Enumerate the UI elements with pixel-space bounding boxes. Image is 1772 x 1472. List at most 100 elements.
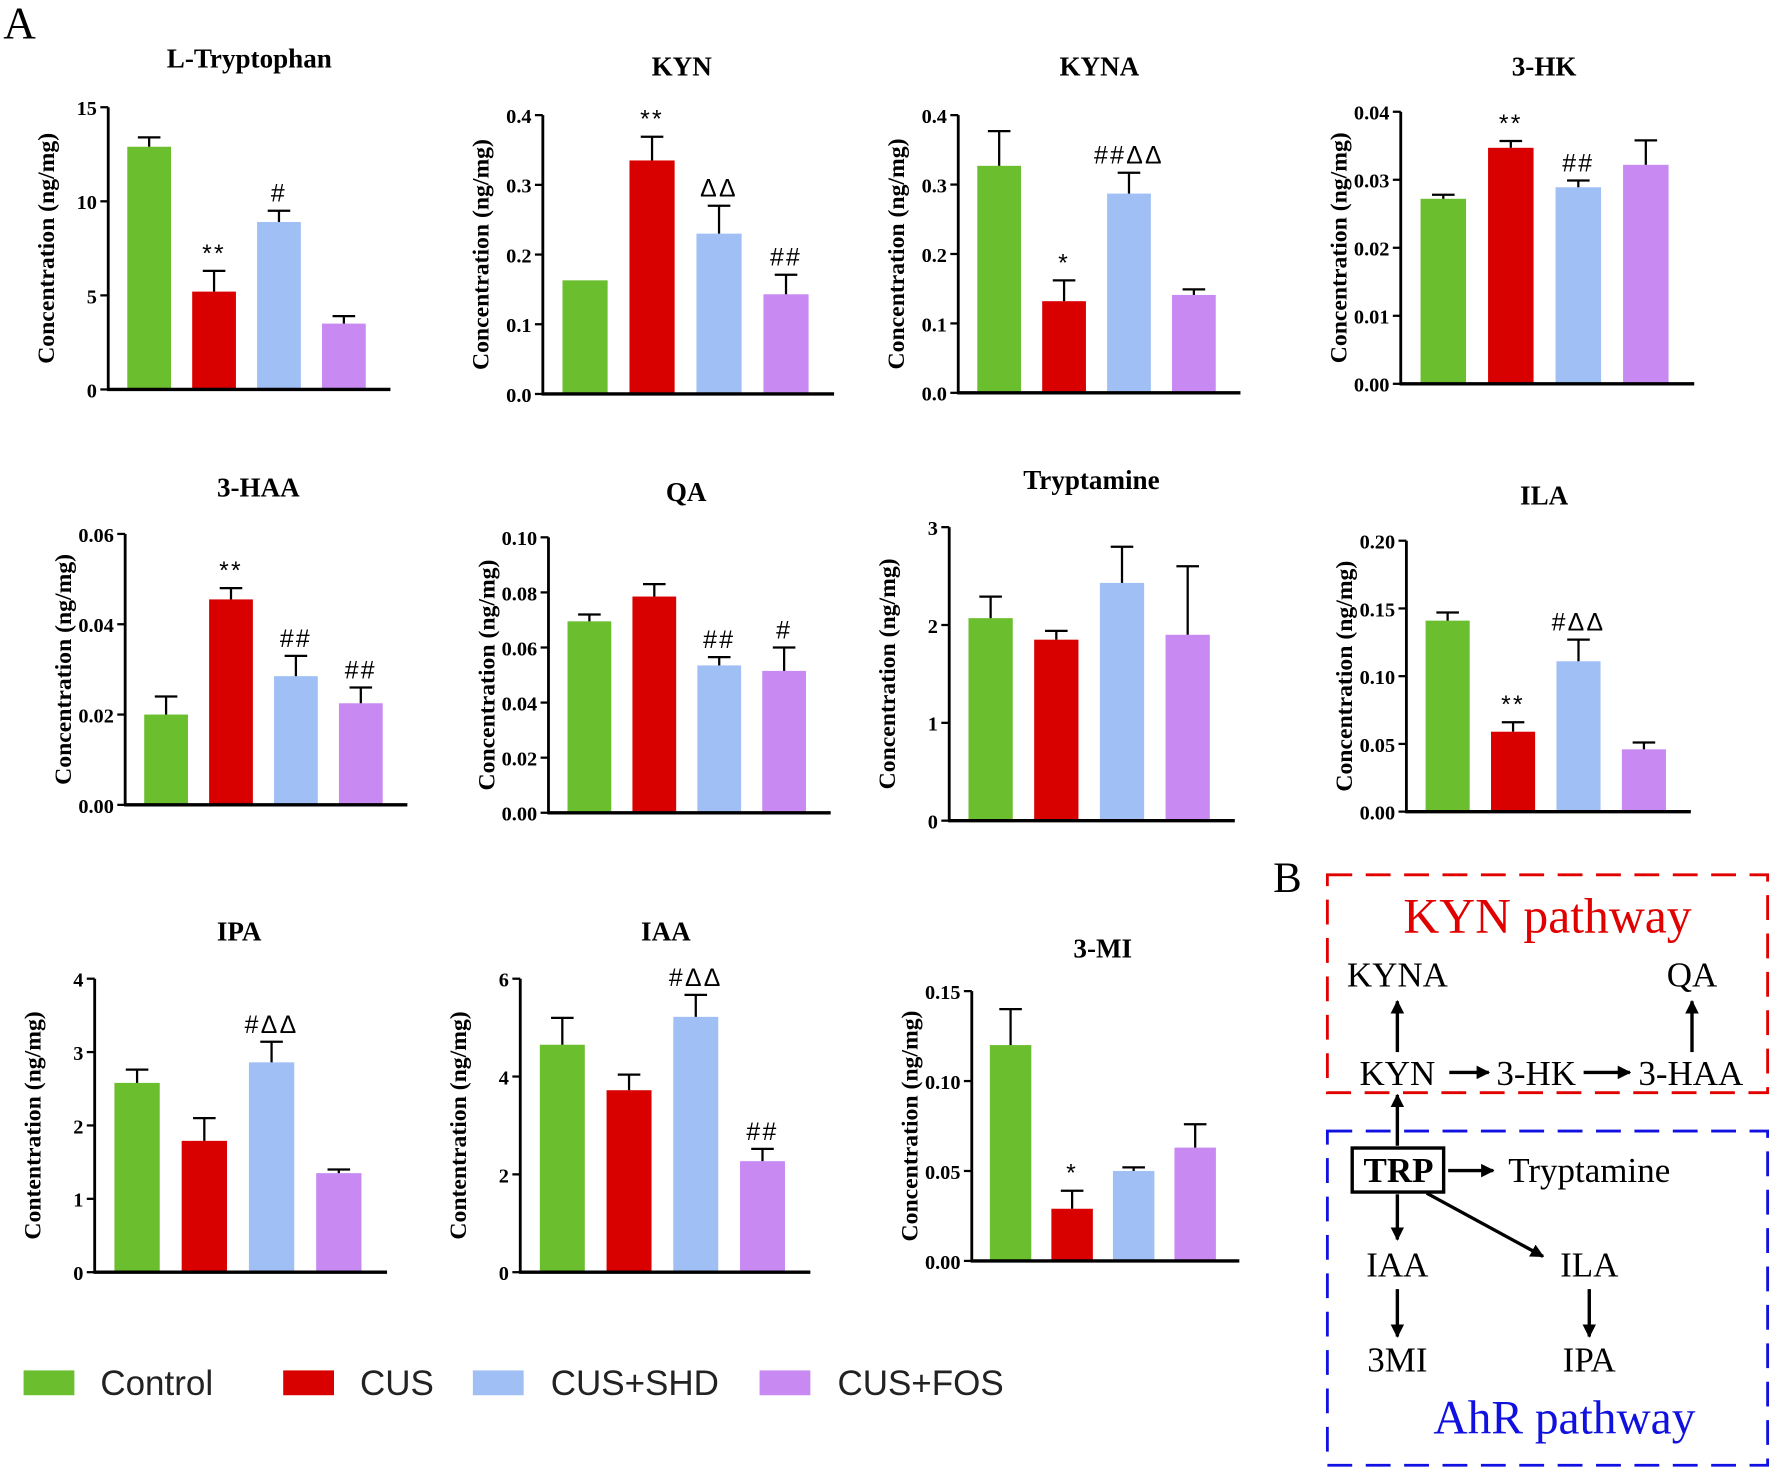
bar-cus-shd	[696, 233, 742, 394]
bar-cus-shd	[1556, 661, 1601, 812]
y-axis-label: Concentration (ng/mg)	[1332, 561, 1358, 792]
legend-swatch	[759, 1370, 811, 1396]
node-ipa: IPA	[1563, 1341, 1617, 1380]
y-tick-label: 3	[73, 1043, 83, 1065]
bar-cus-shd	[274, 676, 318, 805]
y-tick-label: 0.10	[925, 1072, 961, 1094]
chart-title: ILA	[1520, 481, 1569, 511]
y-tick-label: 0.2	[506, 245, 531, 267]
legend-swatch	[472, 1370, 524, 1396]
panel-label-b: B	[1273, 855, 1302, 902]
y-tick-label: 0.10	[502, 528, 538, 550]
y-axis-label: Contentration (ng/mg)	[446, 1011, 472, 1239]
bar-control	[968, 618, 1013, 821]
y-tick-label: 0.04	[1354, 103, 1390, 125]
legend-item: CUS	[283, 1364, 434, 1403]
y-tick-label: 2	[928, 616, 938, 638]
node-tryptamine: Tryptamine	[1508, 1151, 1670, 1190]
pathway-diagram: B KYN pathway AhR pathway KYNA QA KYN 3-HK 3-H…	[1273, 855, 1770, 1467]
kyn-pathway-title: KYN pathway	[1403, 888, 1691, 943]
significance-mark: ##	[280, 626, 312, 653]
bar-cus	[181, 1140, 227, 1273]
y-tick-label: 15	[77, 98, 97, 120]
bar-control	[567, 621, 612, 813]
y-axis-label: Concentration (ng/mg)	[474, 560, 500, 791]
chart-title: IPA	[217, 916, 262, 946]
legend: Control CUS CUS+SHD CUS+FOS	[23, 1364, 1004, 1403]
chart-3-haa: 3-HAA Concentration (ng/mg) ** ## ## 0.00 0.02…	[51, 473, 408, 818]
node-haa: 3-HAA	[1638, 1054, 1744, 1093]
node-kyn: KYN	[1359, 1054, 1435, 1093]
bar-cus-shd	[697, 665, 742, 813]
chart-title: 3-HK	[1512, 52, 1577, 82]
legend-label: Control	[100, 1364, 213, 1403]
significance-mark: ΔΔ	[700, 176, 738, 203]
kyn-pathway-box	[1325, 873, 1770, 1095]
y-tick-label: 6	[499, 970, 509, 992]
bar-cus-fos	[763, 294, 809, 394]
y-tick-label: 0.15	[1360, 599, 1396, 621]
y-tick-label: 0.15	[925, 982, 961, 1004]
y-tick-label: 0.04	[78, 615, 114, 637]
significance-mark: ##	[746, 1119, 778, 1146]
y-tick-label: 0.3	[922, 175, 947, 197]
node-iaa: IAA	[1366, 1246, 1429, 1285]
significance-mark: ##	[703, 627, 735, 654]
bar-cus-fos	[316, 1173, 362, 1273]
chart-iaa: IAA Contentration (ng/mg) #ΔΔ ## 0 2 4 6	[446, 916, 811, 1285]
bar-control	[127, 146, 172, 390]
y-tick-label: 2	[499, 1165, 509, 1187]
y-tick-label: 0.04	[502, 693, 538, 715]
bar-cus-shd	[257, 222, 301, 390]
bar-cus-fos	[1174, 1147, 1216, 1261]
chart-title: 3-HAA	[217, 473, 300, 503]
bar-control	[1425, 620, 1470, 812]
y-tick-label: 0.1	[922, 314, 947, 336]
node-kyna: KYNA	[1347, 956, 1449, 995]
bar-cus	[629, 160, 675, 394]
bar-cus-shd	[1099, 582, 1145, 821]
chart-title: IAA	[641, 916, 691, 946]
chart-title: QA	[666, 477, 707, 507]
y-tick-label: 0.4	[506, 106, 531, 128]
y-tick-label: 0.0	[922, 384, 947, 406]
y-tick-label: 0.3	[506, 176, 531, 198]
significance-mark: #ΔΔ	[1552, 610, 1606, 637]
chart-title: KYN	[652, 52, 713, 82]
chart-3-hk: 3-HK Concentration (ng/mg) ** ## 0.00 0.01 0.0…	[1327, 52, 1695, 397]
y-tick-label: 0.00	[78, 796, 114, 818]
ahr-pathway-title: AhR pathway	[1433, 1393, 1695, 1445]
significance-mark: **	[202, 241, 226, 268]
y-tick-label: 0.02	[78, 705, 114, 727]
legend-label: CUS+SHD	[551, 1364, 719, 1403]
legend-label: CUS	[360, 1364, 434, 1403]
y-tick-label: 4	[73, 970, 83, 992]
y-axis-label: Concentration (ng/mg)	[898, 1011, 924, 1242]
y-tick-label: 5	[87, 286, 97, 308]
y-tick-label: 0.4	[922, 106, 947, 128]
chart-title: L-Tryptophan	[167, 44, 332, 74]
node-ila: ILA	[1560, 1246, 1619, 1285]
y-axis-label: Concentration (ng/mg)	[1327, 132, 1353, 363]
bar-cus	[1491, 731, 1536, 812]
y-tick-label: 0.0	[506, 385, 531, 407]
significance-mark: #ΔΔ	[669, 965, 723, 992]
chart-title: Tryptamine	[1023, 465, 1159, 495]
significance-mark: #	[271, 181, 287, 208]
bar-control	[539, 1044, 585, 1273]
significance-mark: **	[1499, 111, 1523, 138]
node-trp: TRP	[1363, 1151, 1433, 1190]
chart-kyna: KYNA Concentration (ng/mg) * ##ΔΔ 0.0 0.1 0.2 0…	[884, 52, 1241, 406]
bar-cus-shd	[1555, 187, 1602, 384]
y-tick-label: 0.2	[922, 245, 947, 267]
y-tick-label: 0.06	[78, 525, 114, 547]
significance-mark: *	[1058, 250, 1070, 277]
y-tick-label: 1	[928, 714, 938, 736]
bar-control	[144, 714, 188, 805]
bar-cus-fos	[1623, 164, 1669, 384]
bar-control	[977, 165, 1022, 393]
y-axis-label: Contentration (ng/mg)	[21, 1011, 47, 1239]
y-tick-label: 4	[499, 1067, 509, 1089]
